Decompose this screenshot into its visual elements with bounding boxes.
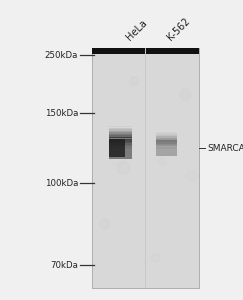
Bar	[109, 128, 132, 129]
Bar	[109, 135, 132, 137]
Bar	[109, 139, 125, 157]
Bar	[156, 141, 177, 142]
Bar	[109, 134, 132, 135]
Text: 250kDa: 250kDa	[45, 50, 78, 59]
Bar	[156, 132, 177, 133]
Bar	[109, 129, 132, 130]
Bar	[109, 145, 132, 146]
Bar	[156, 139, 177, 141]
Bar	[156, 135, 177, 136]
Bar	[109, 143, 132, 145]
Text: 150kDa: 150kDa	[45, 109, 78, 118]
Circle shape	[130, 77, 139, 85]
Bar	[109, 148, 132, 149]
Bar	[156, 138, 177, 139]
Bar	[109, 146, 132, 148]
Text: 100kDa: 100kDa	[45, 178, 78, 188]
Bar	[146, 48, 199, 54]
Bar	[92, 48, 145, 54]
Bar	[156, 142, 177, 143]
Bar	[109, 139, 132, 140]
Bar	[156, 146, 177, 148]
Bar	[109, 131, 132, 132]
Bar	[109, 126, 132, 128]
Bar	[109, 137, 132, 159]
Bar	[156, 148, 177, 149]
Text: 70kDa: 70kDa	[50, 260, 78, 269]
Bar	[156, 144, 177, 145]
Text: HeLa: HeLa	[124, 17, 148, 42]
Bar	[109, 142, 132, 143]
Bar	[156, 136, 177, 138]
Circle shape	[180, 89, 191, 100]
Text: SMARCA5/SNF2H: SMARCA5/SNF2H	[207, 143, 243, 152]
Bar	[156, 134, 177, 135]
Bar	[156, 145, 177, 146]
Bar	[109, 137, 132, 139]
Bar	[156, 140, 177, 156]
Circle shape	[117, 162, 130, 174]
Bar	[92, 48, 199, 288]
Bar	[109, 140, 132, 142]
Text: K-562: K-562	[165, 16, 192, 42]
Bar	[109, 132, 132, 134]
